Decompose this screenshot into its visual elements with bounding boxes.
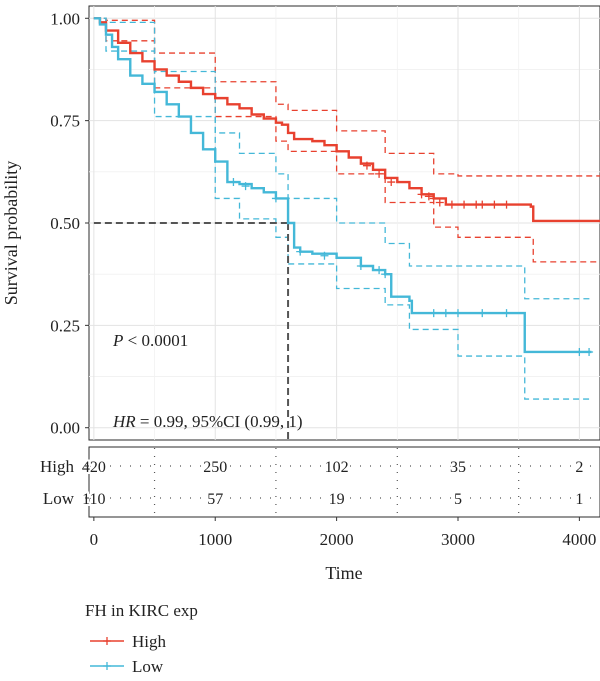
risk-count-low: 110 (82, 491, 105, 508)
median-survival-reference (93, 222, 290, 440)
censor-mark-low (381, 270, 390, 279)
censor-marks (229, 161, 594, 356)
risk-count-low: 19 (329, 491, 345, 508)
censor-mark-low (441, 309, 450, 318)
censor-mark-high (490, 200, 499, 209)
risk-table-grid (90, 448, 599, 516)
x-axis-label: Time (325, 563, 362, 583)
x-tick-label: 3000 (441, 530, 475, 549)
censor-mark-low (575, 347, 584, 356)
risk-row-label-low: Low (43, 489, 75, 508)
y-axis-label: Survival probability (1, 161, 21, 305)
legend-items: High Low (90, 632, 167, 676)
censor-mark-high (478, 200, 487, 209)
legend-censor-low (103, 662, 111, 670)
risk-count-high: 2 (575, 459, 583, 476)
censor-mark-low (502, 309, 511, 318)
censor-mark-high (417, 190, 426, 199)
x-axis: 0 1000 2000 3000 4000 (90, 517, 596, 549)
risk-table-row-labels: High Low (40, 457, 89, 508)
censor-mark-low (271, 194, 280, 203)
ci-lower-low (93, 17, 592, 400)
survival-plot-panel: P < 0.0001 HR = 0.99, 95%CI (0.99, 1) (88, 5, 600, 441)
censor-mark-low (296, 247, 305, 256)
censor-mark-low (585, 347, 594, 356)
censor-mark-high (375, 169, 384, 178)
risk-count-high: 250 (203, 459, 227, 476)
y-tick-label: 0.00 (50, 419, 80, 438)
legend-label-low: Low (132, 657, 164, 676)
y-tick-label: 0.75 (50, 112, 80, 131)
censor-mark-high (362, 161, 371, 170)
legend: FH in KIRC exp High Low (85, 601, 198, 676)
censor-mark-low (453, 309, 462, 318)
censor-mark-low (229, 178, 238, 187)
censor-mark-high (502, 200, 511, 209)
y-tick-label: 0.25 (50, 316, 80, 335)
x-tick-label: 0 (90, 530, 99, 549)
x-tick-label: 2000 (320, 530, 354, 549)
censor-mark-high (387, 178, 396, 187)
censor-mark-low (478, 309, 487, 318)
legend-label-high: High (132, 632, 167, 651)
y-tick-label: 1.00 (50, 9, 80, 28)
ci-upper-high (93, 17, 600, 177)
censor-mark-low (429, 309, 438, 318)
risk-table: 420 250 102 35 2 110 57 19 5 1 High Low (40, 446, 600, 518)
x-tick-label: 4000 (562, 530, 596, 549)
legend-title: FH in KIRC exp (85, 601, 198, 620)
hazard-ratio-annotation: HR = 0.99, 95%CI (0.99, 1) (112, 412, 303, 431)
y-tick-label: 0.50 (50, 214, 80, 233)
censor-mark-high (435, 198, 444, 207)
censor-mark-high (424, 192, 433, 201)
risk-table-values: 420 250 102 35 2 110 57 19 5 1 (80, 457, 586, 510)
censor-mark-high (429, 194, 438, 203)
risk-count-high: 420 (82, 459, 106, 476)
risk-count-high: 35 (450, 459, 466, 476)
legend-censor-high (103, 637, 111, 645)
censor-mark-low (320, 251, 329, 260)
y-axis: 0.00 0.25 0.50 0.75 1.00 (50, 9, 89, 438)
censor-mark-low (356, 261, 365, 270)
censor-mark-low (241, 182, 250, 191)
risk-count-high: 102 (325, 459, 349, 476)
p-value-annotation: P < 0.0001 (112, 331, 188, 350)
censor-mark-high (460, 200, 469, 209)
censor-mark-low (375, 266, 384, 275)
risk-count-low: 1 (575, 491, 583, 508)
x-tick-label: 1000 (198, 530, 232, 549)
risk-count-low: 5 (454, 491, 462, 508)
risk-count-low: 57 (207, 491, 223, 508)
risk-row-label-high: High (40, 457, 75, 476)
censor-mark-high (447, 200, 456, 209)
risk-table-border (88, 446, 600, 518)
